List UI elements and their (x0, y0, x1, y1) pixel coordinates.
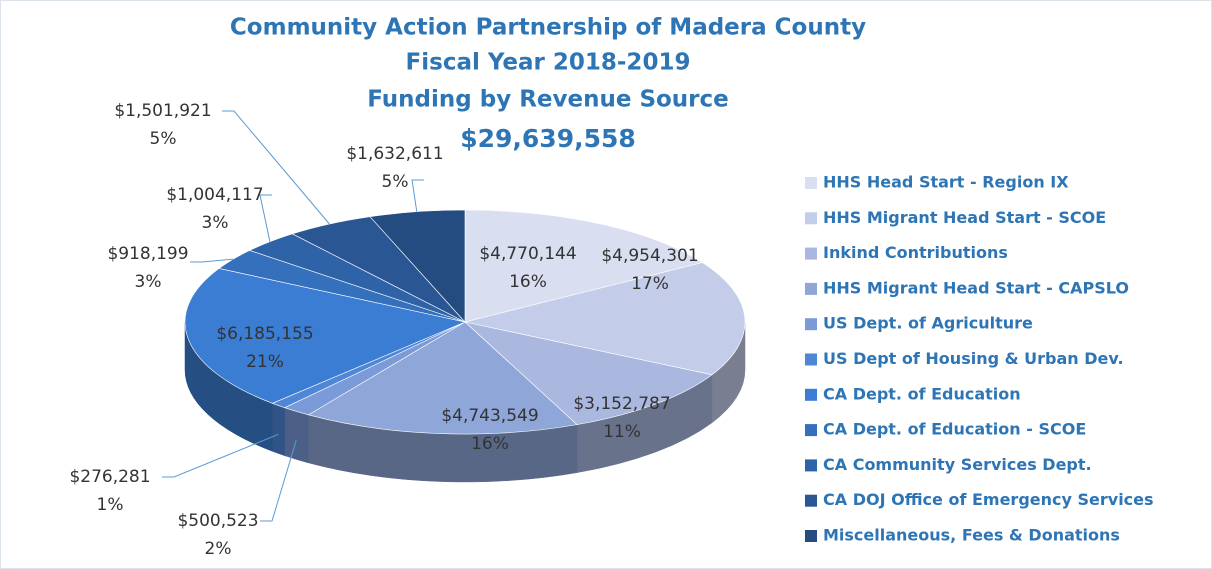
percent-label: 16% (471, 434, 509, 454)
data-label: $1,501,921 (114, 101, 211, 121)
pie-slice (369, 209, 466, 323)
percent-label: 11% (603, 422, 641, 442)
data-label: $918,199 (107, 244, 188, 264)
slice-side (284, 407, 309, 464)
percent-label: 3% (135, 272, 162, 292)
data-label: $4,770,144 (479, 244, 576, 264)
chart-subtitle: Funding by Revenue Source (367, 87, 729, 113)
legend-label: Inkind Contributions (823, 243, 1008, 262)
legend-label: CA DOJ Office of Emergency Services (823, 490, 1154, 509)
data-label: $500,523 (177, 511, 258, 531)
leader-line (259, 194, 272, 242)
leader-line (260, 440, 297, 522)
data-label: $1,004,117 (166, 185, 263, 205)
data-label: $4,743,549 (441, 406, 538, 426)
legend-label: US Dept. of Agriculture (823, 314, 1033, 333)
legend-swatch (805, 530, 817, 542)
percent-label: 1% (97, 495, 124, 515)
legend-swatch (805, 353, 817, 366)
data-label: $276,281 (69, 467, 150, 487)
legend-label: US Dept of Housing & Urban Dev. (823, 349, 1124, 368)
legend-swatch (805, 247, 817, 260)
legend-swatch (805, 424, 817, 437)
leader-line (411, 179, 424, 212)
percent-label: 16% (509, 272, 547, 292)
percent-label: 3% (202, 213, 229, 233)
pie-slice (464, 262, 746, 376)
legend-label: HHS Head Start - Region IX (823, 173, 1069, 192)
chart-title: Community Action Partnership of Madera C… (230, 15, 866, 41)
legend-swatch (805, 282, 817, 295)
legend-label: HHS Migrant Head Start - CAPSLO (823, 278, 1129, 297)
percent-label: 5% (382, 172, 409, 192)
legend-swatch (805, 212, 817, 225)
legend-label: CA Dept. of Education - SCOE (823, 420, 1086, 439)
percent-label: 2% (205, 539, 232, 559)
percent-label: 17% (631, 274, 669, 294)
pie-slice (464, 209, 704, 323)
slice-side (272, 402, 285, 457)
chart-total: $29,639,558 (460, 124, 636, 153)
leader-line (162, 433, 279, 478)
legend-label: CA Community Services Dept. (823, 455, 1092, 474)
data-label: $3,152,787 (573, 394, 670, 414)
legend-swatch (805, 318, 817, 331)
leader-line (222, 110, 330, 225)
legend-swatch (805, 388, 817, 401)
percent-label: 5% (150, 129, 177, 149)
chart-subtitle: Fiscal Year 2018-2019 (406, 50, 691, 76)
legend-label: HHS Migrant Head Start - SCOE (823, 208, 1106, 227)
pie-slice (184, 268, 466, 404)
legend-swatch (805, 494, 817, 507)
percent-label: 21% (246, 352, 284, 372)
data-label: $4,954,301 (601, 246, 698, 266)
legend-swatch (805, 177, 817, 189)
legend-label: CA Dept. of Education (823, 384, 1021, 403)
pie-slice (307, 321, 578, 435)
legend-label: Miscellaneous, Fees & Donations (823, 526, 1120, 545)
data-label: $6,185,155 (216, 324, 313, 344)
pie-slice (463, 321, 713, 425)
data-label: $1,632,611 (346, 144, 443, 164)
legend-swatch (805, 459, 817, 472)
leader-line (190, 258, 234, 263)
